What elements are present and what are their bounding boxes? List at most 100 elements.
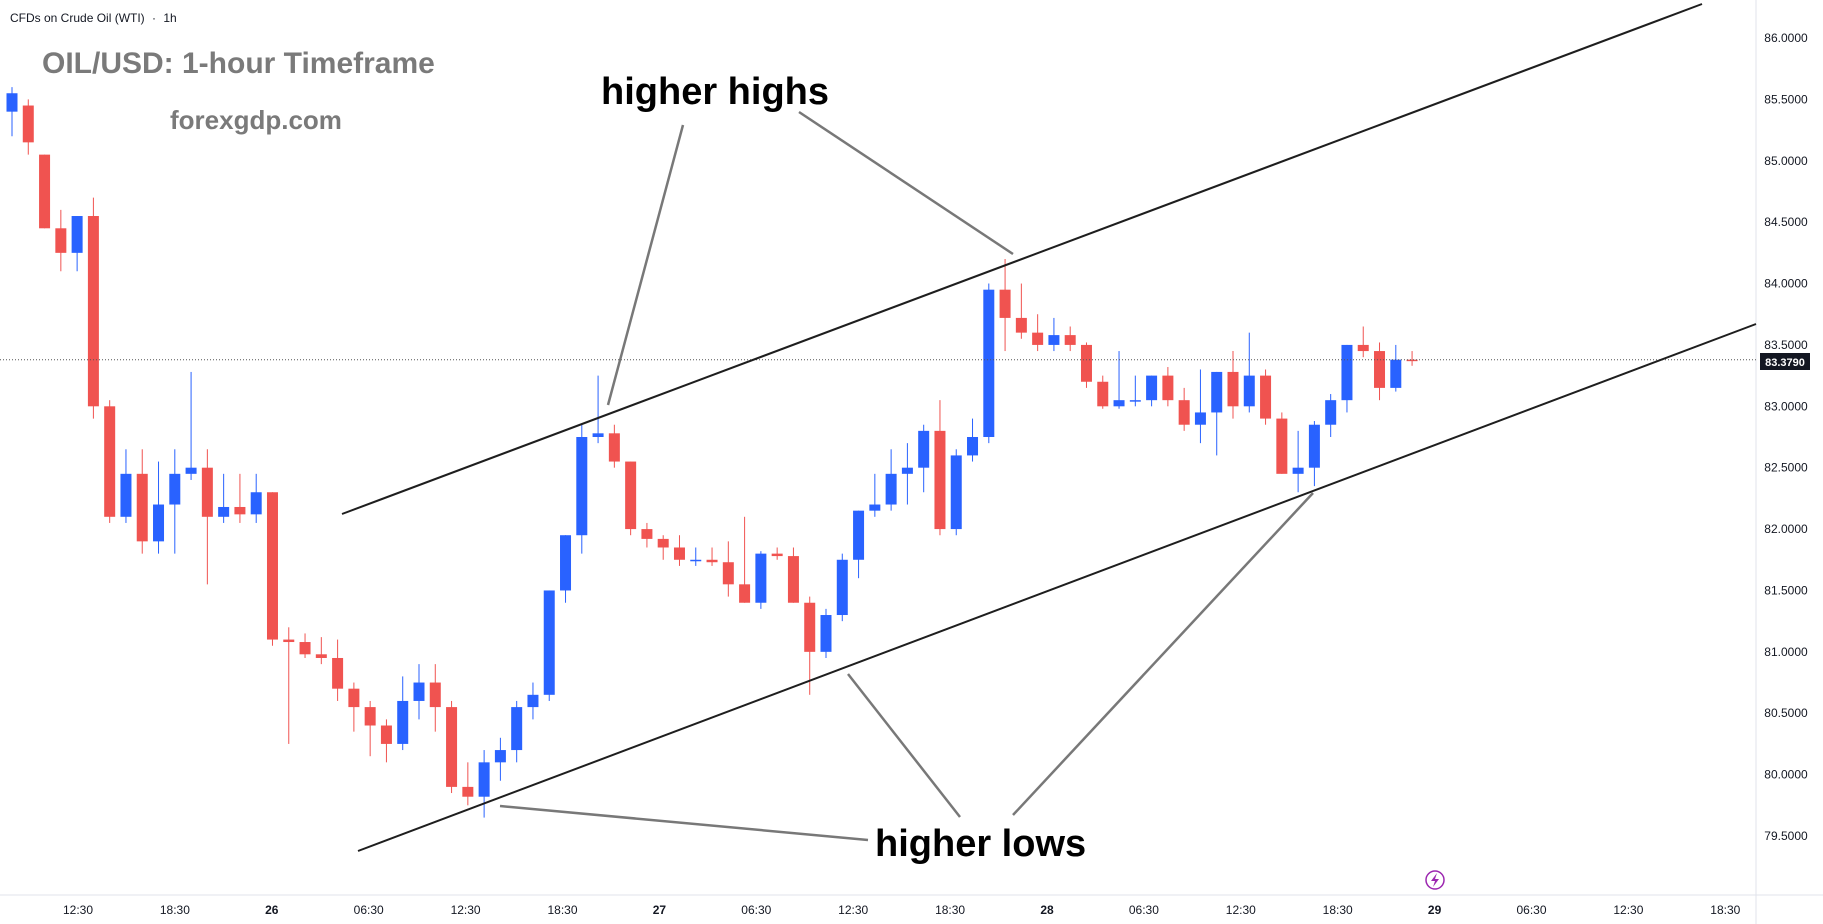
candle-body[interactable] (250, 492, 262, 515)
candle-body[interactable] (364, 707, 376, 726)
candle-body[interactable] (494, 750, 506, 763)
candle-body[interactable] (348, 688, 360, 708)
candle-body[interactable] (836, 559, 848, 616)
candle-body[interactable] (1178, 400, 1190, 425)
candle-body[interactable] (1243, 375, 1255, 407)
candle-body[interactable] (1406, 359, 1418, 362)
candle-body[interactable] (657, 538, 669, 548)
candle-body[interactable] (6, 93, 18, 112)
candle-body[interactable] (950, 455, 962, 530)
candle-body[interactable] (413, 682, 425, 701)
time-tick-label: 18:30 (1710, 903, 1740, 917)
time-axis[interactable]: 12:30 18:30 26 06:30 12:30 18:30 27 06:30 12:30 1… (63, 903, 1741, 917)
candle-body[interactable] (332, 657, 344, 689)
candle-body[interactable] (885, 473, 897, 505)
candle-body[interactable] (592, 433, 604, 437)
candle-body[interactable] (1146, 375, 1158, 401)
candle-body[interactable] (169, 473, 181, 505)
candle-body[interactable] (397, 700, 409, 744)
candle-body[interactable] (673, 547, 685, 560)
candle-body[interactable] (1341, 344, 1353, 401)
candle-body[interactable] (511, 707, 523, 751)
candle-body[interactable] (1292, 467, 1304, 474)
candle-body[interactable] (234, 506, 246, 515)
candle-body[interactable] (771, 553, 783, 557)
candle-body[interactable] (299, 642, 311, 655)
candle-body[interactable] (820, 615, 832, 652)
candle-body[interactable] (22, 105, 34, 143)
candle-body[interactable] (901, 467, 913, 474)
candle-body[interactable] (853, 510, 865, 560)
candle-body[interactable] (1211, 371, 1223, 413)
candle-body[interactable] (543, 590, 555, 695)
candle-body[interactable] (1276, 418, 1288, 474)
candle-body[interactable] (690, 559, 702, 562)
candle-body[interactable] (380, 725, 392, 744)
candle-body[interactable] (1032, 332, 1044, 345)
candle-body[interactable] (1227, 371, 1239, 407)
candle-body[interactable] (1048, 335, 1060, 345)
candle-body[interactable] (983, 289, 995, 437)
candle-body[interactable] (104, 406, 116, 517)
candle-body[interactable] (201, 467, 213, 517)
candle-body[interactable] (1097, 381, 1109, 407)
candle-body[interactable] (625, 461, 637, 530)
candle-body[interactable] (706, 559, 718, 563)
candle-body[interactable] (1194, 412, 1206, 425)
candle-body[interactable] (55, 228, 67, 253)
candle-body[interactable] (462, 786, 474, 797)
candle-body[interactable] (1064, 335, 1076, 345)
candle-body[interactable] (934, 430, 946, 530)
candle-body[interactable] (869, 504, 881, 511)
candle-body[interactable] (1113, 400, 1125, 407)
candle-body[interactable] (739, 584, 751, 603)
candle-body[interactable] (429, 682, 441, 708)
candle-body[interactable] (120, 473, 132, 517)
candle-body[interactable] (787, 556, 799, 603)
watermark-site: forexgdp.com (170, 105, 342, 135)
candle-body[interactable] (804, 602, 816, 652)
candle-body[interactable] (560, 535, 572, 591)
candle-body[interactable] (218, 506, 230, 517)
candle-body[interactable] (755, 553, 767, 603)
time-tick-label: 06:30 (354, 903, 384, 917)
candle-body[interactable] (266, 492, 278, 640)
candle-body[interactable] (1308, 424, 1320, 468)
candle-body[interactable] (918, 430, 930, 468)
chart-header[interactable]: CFDs on Crude Oil (WTI) · 1h (10, 11, 177, 25)
candle-body[interactable] (1357, 344, 1369, 352)
candle-body[interactable] (1129, 400, 1141, 402)
candle-body[interactable] (283, 639, 295, 643)
upper-trendline[interactable] (341, 3, 1703, 515)
candle-body[interactable] (315, 654, 327, 658)
lightning-icon[interactable] (1425, 870, 1445, 890)
candle-body[interactable] (1015, 317, 1027, 333)
lower-trendline[interactable] (357, 323, 1757, 852)
candle-body[interactable] (39, 154, 51, 229)
candle-body[interactable] (478, 762, 490, 797)
candle-body[interactable] (1162, 375, 1174, 401)
candle-body[interactable] (87, 216, 99, 407)
candle-body[interactable] (576, 437, 588, 536)
candle-body[interactable] (999, 289, 1011, 318)
candle-body[interactable] (967, 437, 979, 456)
price-axis[interactable]: 86.0000 85.5000 85.0000 84.5000 84.0000 83.50… (1764, 31, 1808, 843)
candle-body[interactable] (136, 473, 148, 542)
plot-background (0, 0, 1756, 895)
candle-body[interactable] (1325, 400, 1337, 425)
candle-body[interactable] (527, 694, 539, 708)
candle-body[interactable] (185, 467, 197, 474)
candle-body[interactable] (1390, 359, 1402, 388)
candle-body[interactable] (446, 707, 458, 787)
candle-body[interactable] (722, 562, 734, 585)
candle-body[interactable] (1080, 344, 1092, 382)
candle-body[interactable] (608, 433, 620, 462)
candle-body[interactable] (153, 504, 165, 542)
candle-body[interactable] (641, 529, 653, 539)
candle-body[interactable] (71, 216, 83, 253)
candle-body[interactable] (1260, 375, 1272, 419)
candle-body[interactable] (1374, 351, 1386, 388)
price-tick-label: 80.0000 (1764, 768, 1808, 782)
header-separator: · (152, 11, 156, 25)
